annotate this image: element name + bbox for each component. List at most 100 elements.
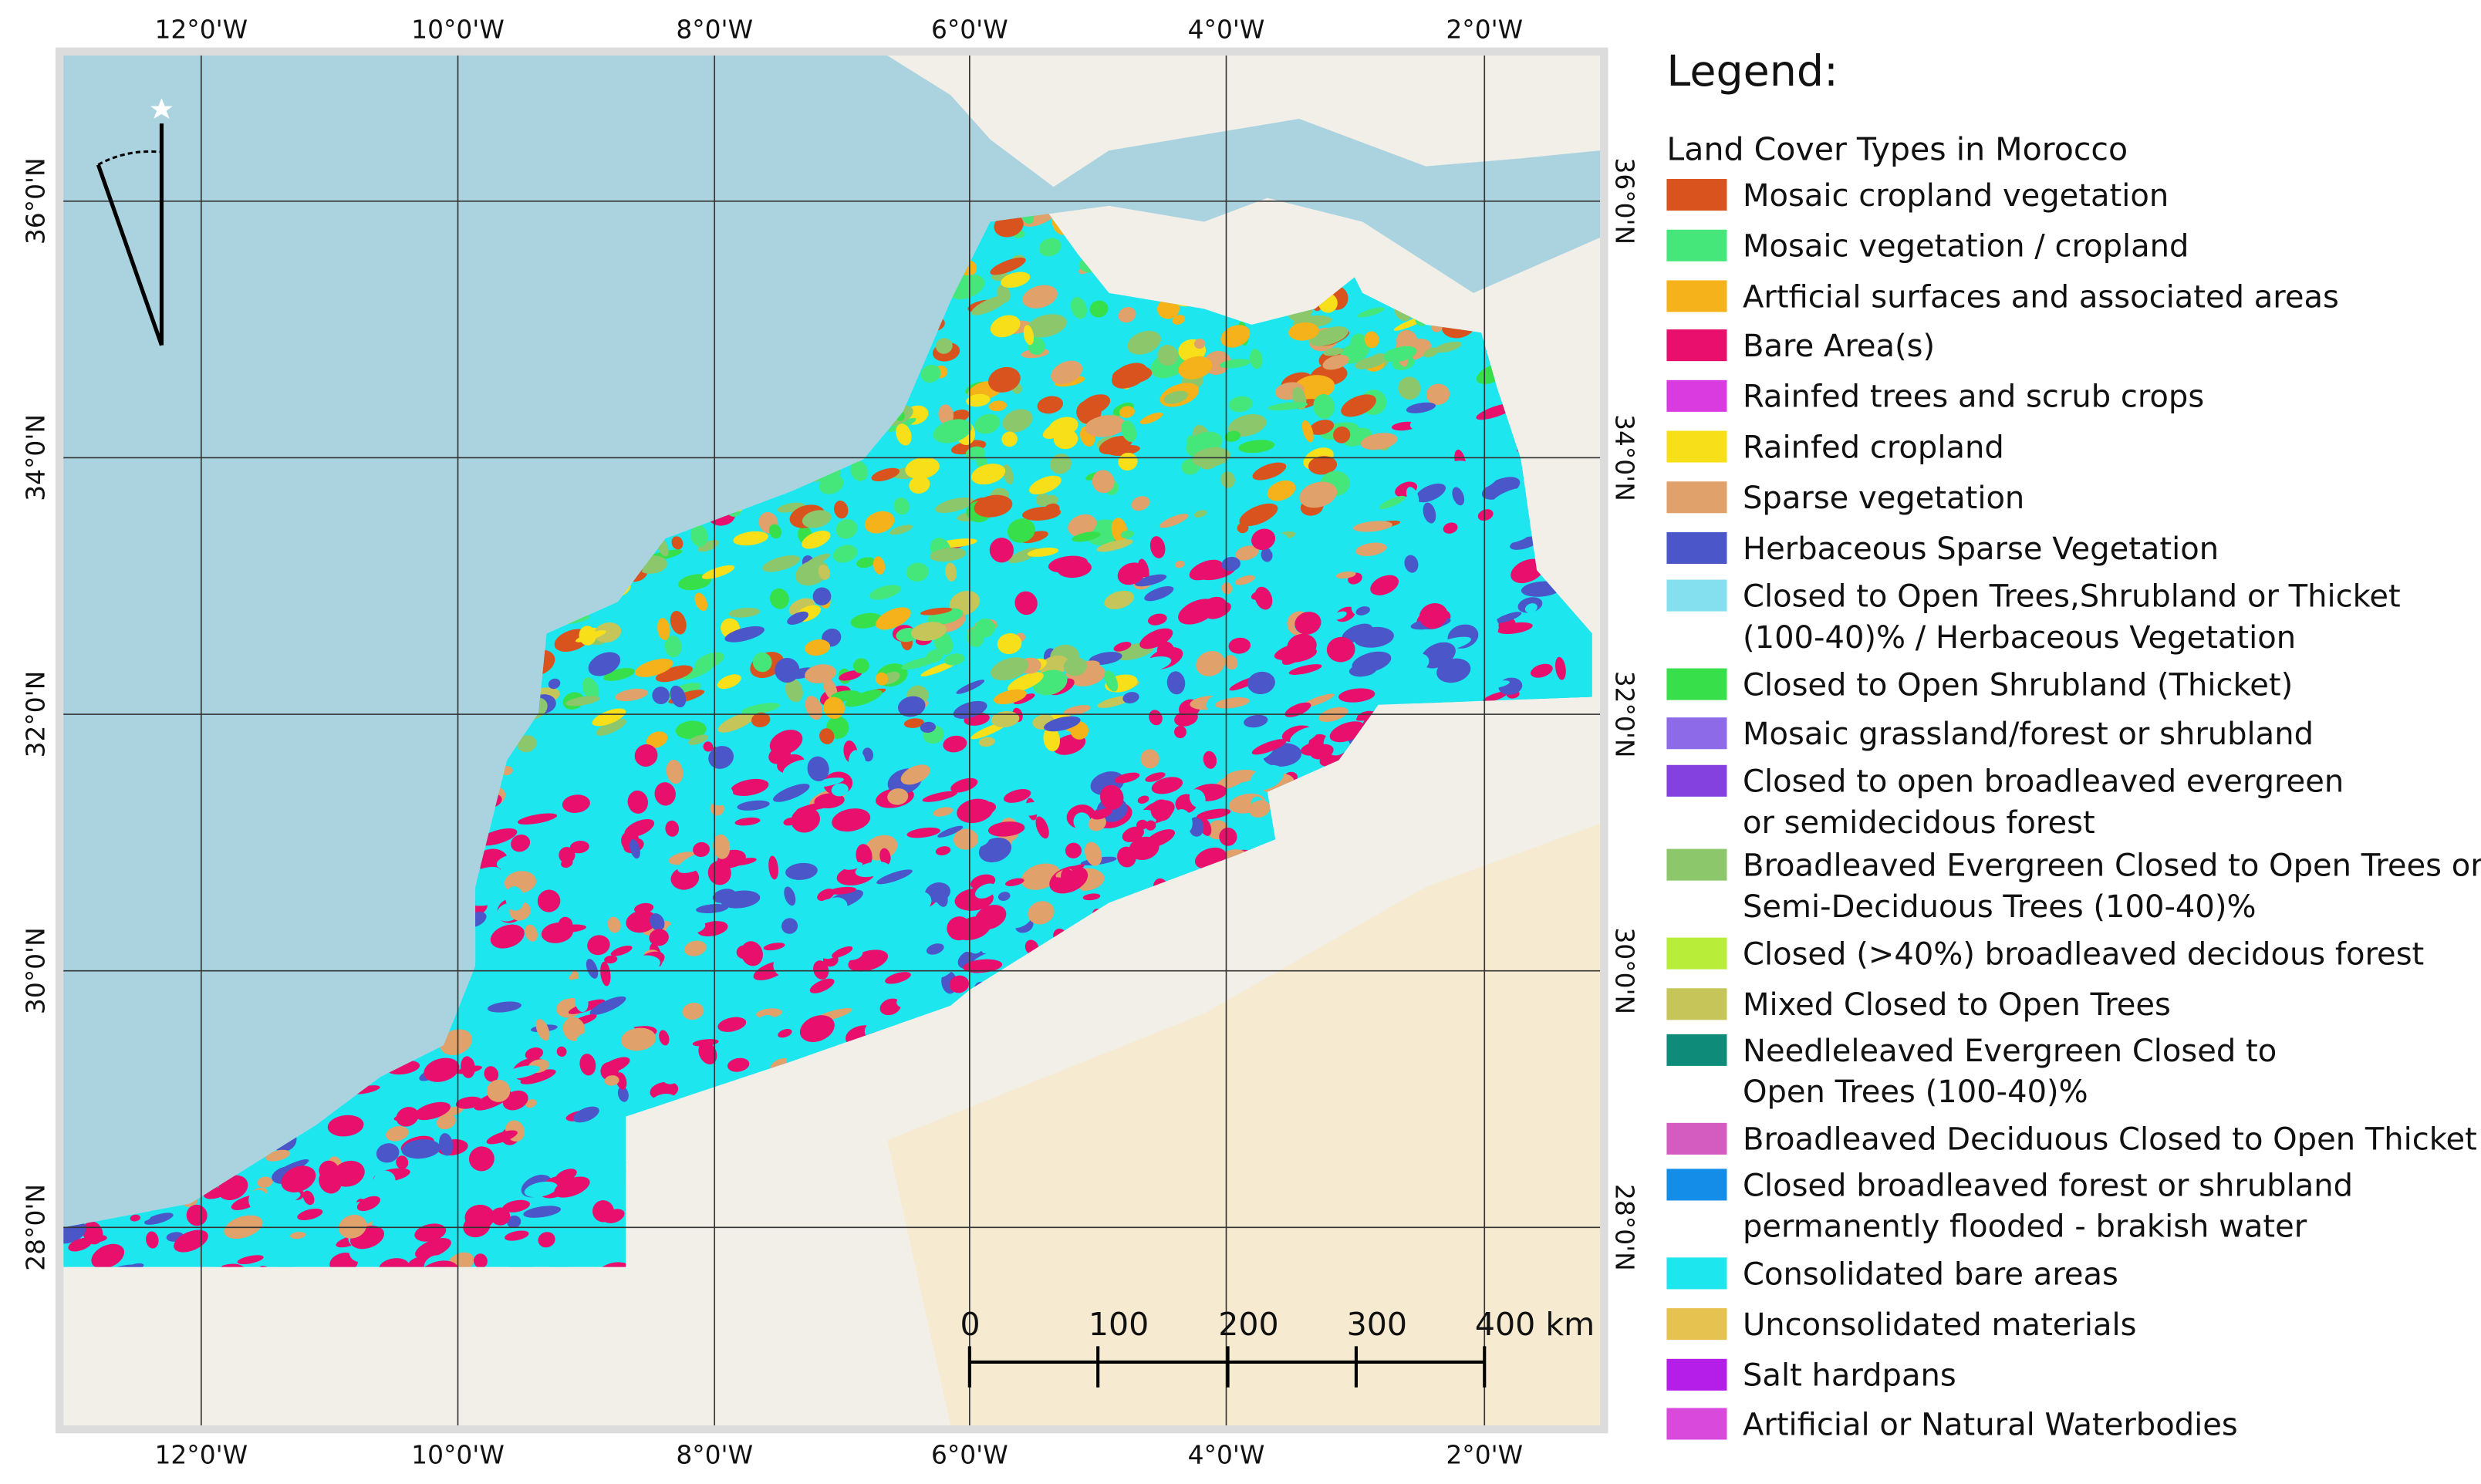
legend-label: Closed to Open Trees,Shrubland or Thicke… [1743,578,2401,614]
land-cover-patch [1088,815,1106,831]
land-cover-patch [768,524,781,539]
land-cover-patch [869,585,901,600]
land-cover-patch [1326,636,1355,663]
land-cover-patch [587,1224,625,1240]
land-cover-patch [1129,836,1159,860]
land-cover-patch [468,1146,495,1172]
land-cover-patch [1065,842,1082,858]
land-cover-patch [727,1057,750,1072]
legend-swatch [1666,430,1727,463]
land-cover-patch [935,846,951,855]
land-cover-patch [396,1107,419,1127]
legend-subtitle: Land Cover Types in Morocco [1666,130,2128,167]
land-cover-patch [524,1181,558,1198]
lon-label-bottom: 10°0'W [411,1440,505,1469]
land-cover-patch [784,886,796,906]
land-cover-patch [1295,612,1322,635]
land-cover-patch [1355,606,1370,616]
land-cover-patch [1085,415,1126,437]
land-cover-patch [1299,481,1337,508]
land-cover-patch [1008,672,1044,693]
land-cover-patch [926,748,936,766]
land-cover-patch [248,1189,269,1212]
spain-land [887,55,1601,187]
land-cover-patch [510,790,547,813]
land-cover-patch [415,1238,451,1259]
land-cover-patch [1027,547,1059,557]
legend-swatch [1666,848,1727,881]
legend-swatch [1666,988,1727,1020]
land-cover-patch [799,1015,835,1043]
land-cover-patch [1217,707,1227,719]
land-cover-patch [879,848,891,865]
land-cover-patch [1252,693,1278,704]
land-cover-patch [1379,495,1406,509]
land-cover-patch [805,664,836,683]
land-cover-patch [210,1246,223,1267]
land-cover-patch [264,1246,302,1263]
land-cover-patch [762,555,801,572]
land-cover-patch [505,886,525,911]
land-cover-patch [681,793,709,805]
land-cover-patch [1144,585,1174,602]
land-cover-patch [1248,800,1271,818]
land-cover-patch [1085,743,1116,755]
land-cover-patch [376,1143,400,1163]
land-cover-patch [694,652,724,670]
lon-label-bottom: 2°0'W [1446,1440,1523,1469]
land-cover-patch [763,943,785,951]
land-cover-patch [1173,809,1193,834]
land-cover-patch [990,257,1026,275]
land-cover-patch [559,846,576,864]
land-cover-patch [1131,496,1150,511]
land-cover-patch [610,946,633,956]
land-cover-patch [1073,812,1092,831]
land-cover-patch [523,1206,562,1218]
land-cover-patch [670,867,700,890]
legend-swatch [1666,937,1727,970]
land-cover-patch [257,1176,273,1188]
land-cover-patch [1112,363,1148,389]
land-cover-patch [511,835,531,852]
land-cover-patch [549,1260,570,1267]
land-cover-patch [273,1159,309,1177]
land-cover-patch [500,776,515,788]
land-cover-patch [807,756,829,781]
land-cover-patch [873,556,886,575]
legend-label: Closed broadleaved forest or shrubland [1743,1168,2353,1203]
land-cover-patch [896,991,933,1010]
land-cover-patch [856,557,876,568]
land-cover-patch [440,1029,473,1055]
land-cover-patch [1446,514,1457,524]
land-cover-patch [917,855,937,864]
land-cover-patch [988,400,1008,412]
land-cover-patch [1497,622,1533,634]
land-cover-patch [1406,515,1419,534]
land-cover-patch [1203,750,1217,769]
land-cover-patch [490,924,525,949]
land-cover-patch [717,674,741,690]
land-cover-patch [374,1111,388,1123]
land-cover-patch [905,457,940,479]
land-cover-patch [1221,582,1233,595]
land-cover-patch [1149,536,1166,558]
land-cover-patch [1249,349,1263,369]
land-cover-patch [123,1263,144,1267]
legend-label: Broadleaved Deciduous Closed to Open Thi… [1743,1122,2477,1158]
land-cover-patch [1495,612,1522,623]
land-cover-patch [478,828,518,846]
land-cover-patch [697,540,719,552]
land-cover-patch [1290,727,1318,744]
land-cover-patch [504,1065,540,1079]
land-cover-patch [535,1019,550,1041]
land-cover-patch [733,531,768,546]
land-cover-patch [1555,656,1566,680]
land-cover-patch [1035,816,1049,839]
land-cover-patch [675,720,707,740]
legend-label: Mosaic cropland vegetation [1743,178,2169,214]
land-cover-patch [1498,531,1529,544]
land-cover-patch [1005,878,1024,886]
land-cover-patch [1048,555,1089,573]
land-cover-patch [630,839,640,859]
land-cover-patch [1063,705,1091,716]
